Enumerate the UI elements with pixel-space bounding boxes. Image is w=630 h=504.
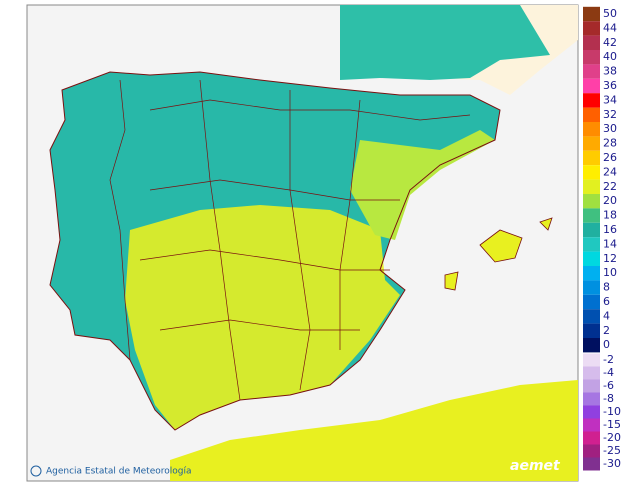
east-region [350,130,495,240]
copyright-icon [30,465,42,477]
legend-label: 22 [603,180,617,193]
legend-label: 38 [603,65,617,78]
warm-region [125,205,400,430]
legend-label: -25 [603,444,621,457]
legend-label: 18 [603,209,617,222]
legend-swatch [583,107,600,122]
legend-label: -8 [603,392,614,405]
legend-swatch [583,418,600,432]
legend-swatch [583,405,600,419]
legend-label: 24 [603,165,617,178]
legend-swatch [583,379,600,393]
legend-swatch [583,280,600,295]
legend-label: 10 [603,266,617,279]
islands [444,217,553,291]
legend-swatch [583,366,600,380]
legend-label: 16 [603,223,617,236]
legend-label: 6 [603,295,610,308]
coast-border [49,71,501,431]
legend-swatch [583,6,600,22]
legend-swatch [583,35,600,50]
legend-label: -30 [603,457,621,470]
legend-swatch [583,122,600,137]
legend-swatch [583,222,600,238]
legend-swatch [583,150,600,166]
legend-swatch [583,392,600,406]
color-legend: 5044424038363432302826242220181614121086… [583,6,621,471]
legend-swatch [583,266,600,281]
province-borders [109,79,471,401]
legend-label: 50 [603,7,617,20]
legend-label: -4 [603,366,614,379]
legend-swatch [583,208,600,223]
legend-swatch [583,251,600,266]
legend-swatch [583,309,600,324]
legend-label: -15 [603,418,621,431]
legend-swatch [583,444,600,458]
legend-label: -20 [603,431,621,444]
legend-label: -6 [603,379,614,392]
legend-swatch [583,338,600,353]
legend-label: 36 [603,79,617,92]
aemet-logo: aemet [510,458,561,474]
legend-label: -10 [603,405,621,418]
africa-land [170,380,578,481]
legend-swatch [583,179,600,194]
legend-label: 2 [603,324,610,337]
legend-swatch [583,64,600,79]
legend-swatch [583,457,600,471]
legend-label: -2 [603,353,614,366]
legend-swatch [583,431,600,445]
legend-swatch [583,237,600,252]
pyrenees-area [340,5,550,80]
agency-name: Agencia Estatal de Meteorología [46,467,192,477]
legend-swatch [583,93,600,108]
legend-label: 30 [603,122,617,135]
legend-label: 40 [603,50,617,63]
legend-label: 42 [603,36,617,49]
legend-label: 20 [603,194,617,207]
legend-label: 28 [603,137,617,150]
legend-swatch [583,353,600,367]
legend-label: 14 [603,237,617,250]
legend-swatch [583,194,600,209]
legend-swatch [583,294,600,310]
legend-label: 0 [603,338,610,351]
legend-label: 26 [603,151,617,164]
legend-label: 8 [603,281,610,294]
legend-swatch [583,165,600,180]
legend-label: 12 [603,252,617,265]
legend-label: 32 [603,108,617,121]
legend-swatch [583,78,600,94]
legend-label: 44 [603,21,617,34]
legend-label: 34 [603,93,617,106]
legend-swatch [583,136,600,151]
legend-swatch [583,50,600,65]
legend-label: 4 [603,309,610,322]
legend-swatch [583,323,600,338]
legend-swatch [583,21,600,36]
